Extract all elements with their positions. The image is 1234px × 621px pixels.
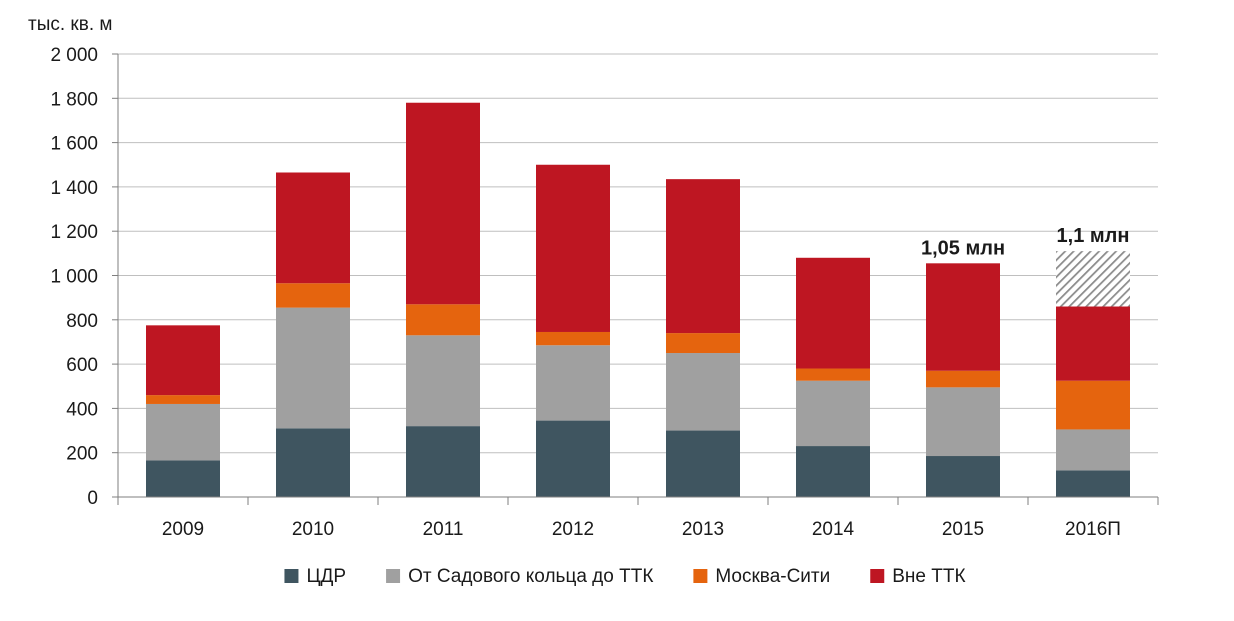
y-tick-label: 1 800	[50, 89, 98, 110]
bar-segment	[1056, 306, 1130, 381]
bar-segment	[146, 325, 220, 396]
bar-segment	[796, 368, 870, 381]
y-tick-label: 200	[66, 444, 98, 465]
y-tick-label: 2 000	[50, 45, 98, 66]
total-annotation: 1,1 млн	[1057, 225, 1130, 247]
x-tick-label: 2010	[292, 519, 334, 540]
y-tick-label: 600	[66, 355, 98, 376]
forecast-hatched-segment	[1056, 251, 1130, 307]
bar-segment	[666, 430, 740, 497]
axes: 0 200 400 600 800 1 000 1 200 1 400 1 600 1 800 2 …	[50, 45, 1159, 540]
x-tick-label: 2012	[552, 519, 594, 540]
y-tick-label: 800	[66, 311, 98, 332]
y-tick-label: 1 000	[50, 267, 98, 288]
legend: ЦДР От Садового кольца до ТТК Москва-Сити В…	[284, 566, 966, 587]
total-annotation: 1,05 млн	[921, 237, 1005, 259]
legend-label: От Садового кольца до ТТК	[408, 566, 653, 587]
bar-segment	[406, 304, 480, 336]
bar-segment	[406, 102, 480, 305]
legend-label: ЦДР	[306, 566, 346, 587]
y-tick-label: 400	[66, 399, 98, 420]
y-tick-label: 1 400	[50, 178, 98, 199]
y-tick-label: 1 200	[50, 222, 98, 243]
y-tick-label: 1 600	[50, 134, 98, 155]
annotations: 1,05 млн 1,1 млн	[921, 225, 1130, 259]
y-axis-unit-label: тыс. кв. м	[28, 14, 112, 35]
x-tick-label: 2009	[162, 519, 204, 540]
bar-segment	[406, 335, 480, 427]
bar-segment	[146, 460, 220, 497]
legend-swatch	[284, 569, 299, 583]
legend-label: Вне ТТК	[892, 566, 965, 587]
bar-segment	[276, 283, 350, 308]
legend-label: Москва-Сити	[715, 566, 830, 587]
bar-segment	[536, 164, 610, 332]
x-tick-label: 2013	[682, 519, 724, 540]
bars	[146, 102, 1130, 497]
bar-segment	[276, 428, 350, 497]
bar-segment	[796, 380, 870, 447]
bar-segment	[406, 426, 480, 497]
bar-segment	[276, 307, 350, 429]
legend-swatch	[870, 569, 885, 583]
bar-segment	[536, 331, 610, 346]
bar-segment	[796, 257, 870, 369]
bar-segment	[926, 263, 1000, 371]
x-tick-label: 2015	[942, 519, 984, 540]
bar-segment	[146, 403, 220, 461]
x-tick-label: 2011	[423, 519, 464, 540]
bar-segment	[926, 387, 1000, 457]
x-tick-label: 2016П	[1065, 519, 1121, 540]
bar-segment	[926, 456, 1000, 497]
bar-segment	[926, 370, 1000, 388]
legend-swatch	[386, 569, 401, 583]
x-tick-label: 2014	[812, 519, 855, 540]
bar-segment	[146, 395, 220, 404]
bar-segment	[536, 345, 610, 421]
bar-segment	[666, 333, 740, 354]
bar-segment	[1056, 380, 1130, 430]
bar-segment	[1056, 470, 1130, 497]
bar-segment	[666, 353, 740, 431]
bar-segment	[536, 420, 610, 497]
bar-segment	[666, 179, 740, 334]
legend-swatch	[693, 569, 708, 583]
bar-segment	[1056, 429, 1130, 471]
bar-segment	[276, 172, 350, 284]
y-tick-label: 0	[87, 488, 98, 509]
bar-segment	[796, 446, 870, 497]
